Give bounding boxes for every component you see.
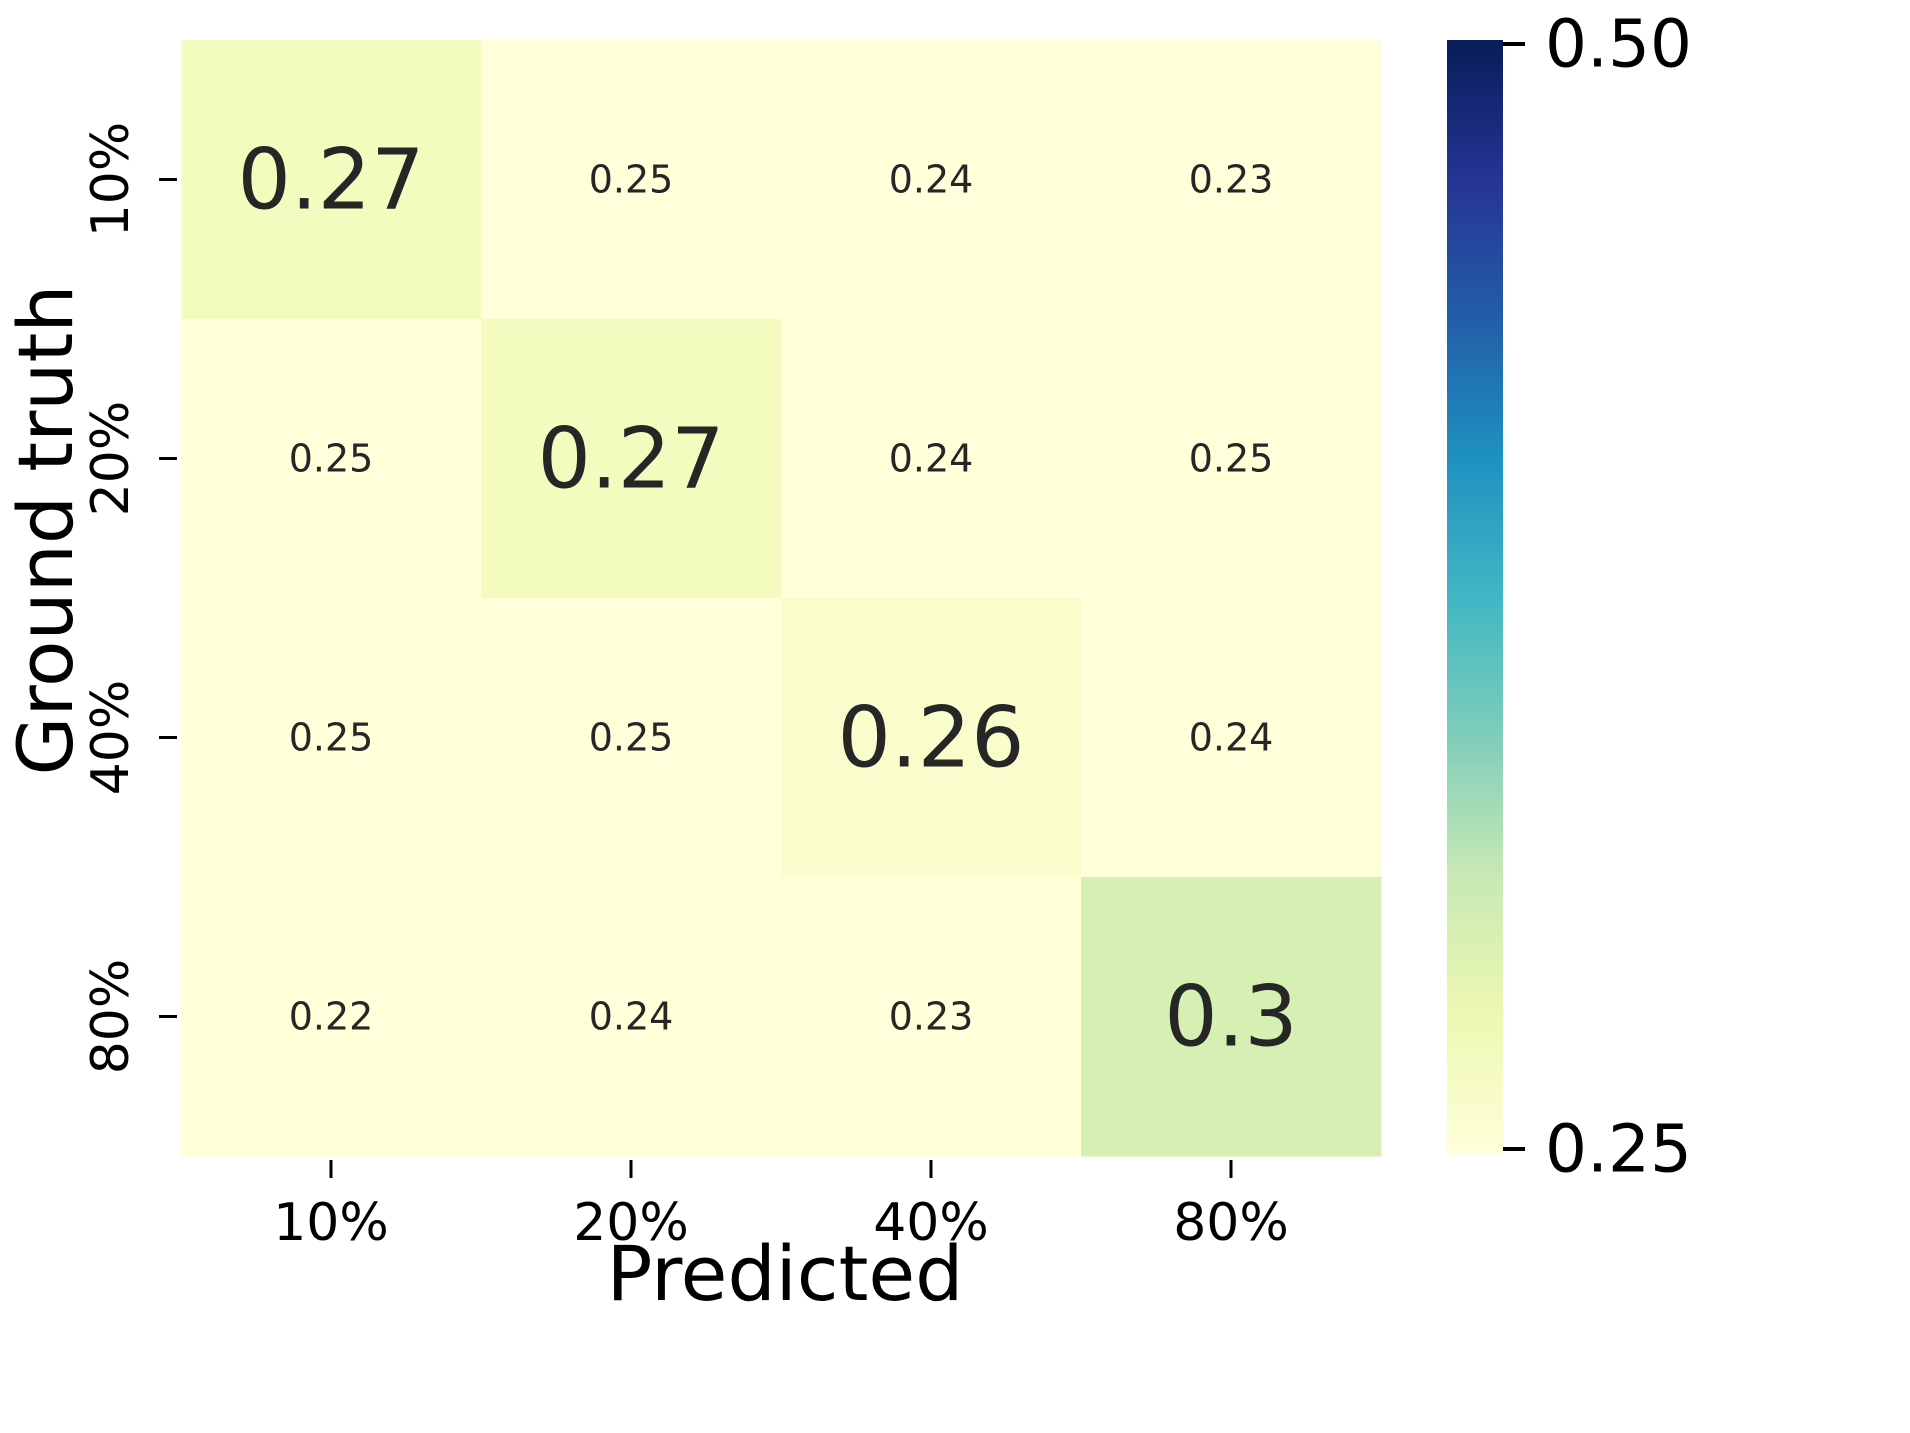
y-tick-label: 40% [81,680,141,796]
colorbar-tick-label: 0.25 [1545,1111,1692,1188]
heatmap-cell [781,40,1082,320]
x-tick-label: 10% [273,1193,389,1253]
x-tick-label: 20% [573,1193,689,1253]
x-tick-label: 40% [873,1193,989,1253]
heatmap-cell [181,319,482,599]
heatmap-cell [1081,40,1382,320]
heatmap-cell [1081,877,1382,1157]
heatmap-cell [481,40,782,320]
cell-value-label: 0.24 [889,158,974,202]
cell-value-label: 0.24 [889,437,974,481]
cell-value-label: 0.25 [589,716,674,760]
heatmap-cell [181,40,482,320]
cell-value-label: 0.25 [289,437,374,481]
colorbar: 0.25 0.50 [1447,6,1692,1188]
cell-value-label: 0.23 [889,995,974,1039]
y-axis-label: Ground truth [1,285,90,776]
heatmap-cell [181,877,482,1157]
x-axis-label: Predicted [607,1229,964,1318]
cell-value-label: 0.25 [1189,437,1274,481]
heatmap-cell [181,598,482,878]
heatmap-cell [1081,319,1382,599]
cell-value-label: 0.3 [1164,968,1298,1066]
heatmap-cell [1081,598,1382,878]
colorbar-tick-label: 0.50 [1545,6,1692,83]
cell-value-label: 0.24 [589,995,674,1039]
heatmap-cell [481,319,782,599]
cell-value-label: 0.24 [1189,716,1274,760]
cell-value-label: 0.27 [237,131,424,229]
cell-value-label: 0.22 [289,995,374,1039]
heatmap-cell [781,877,1082,1157]
colorbar-gradient [1447,40,1503,1153]
x-tick-label: 80% [1173,1193,1289,1253]
heatmap-cell [481,598,782,878]
heatmap-cell [781,319,1082,599]
cell-value-label: 0.25 [289,716,374,760]
heatmap-cell [481,877,782,1157]
y-tick-label: 80% [81,959,141,1075]
cell-value-label: 0.27 [537,410,724,508]
y-tick-label: 10% [81,122,141,238]
heatmap-cell [781,598,1082,878]
cell-value-label: 0.26 [837,689,1024,787]
cell-value-label: 0.23 [1189,158,1274,202]
cell-value-label: 0.25 [589,158,674,202]
y-tick-label: 20% [81,401,141,517]
